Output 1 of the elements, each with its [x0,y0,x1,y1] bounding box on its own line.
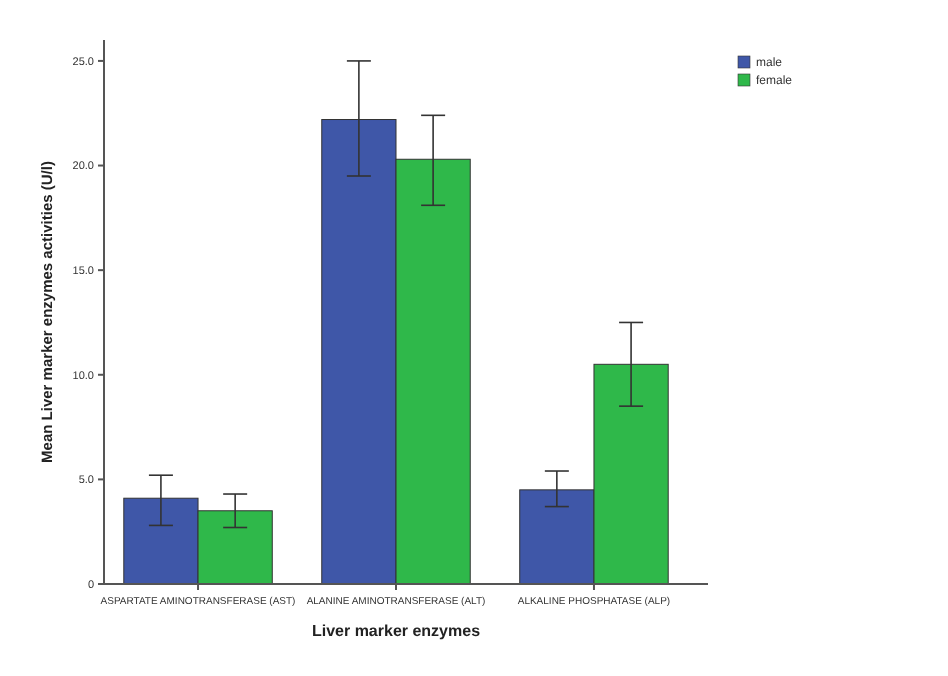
x-axis-title: Liver marker enzymes [311,622,482,640]
